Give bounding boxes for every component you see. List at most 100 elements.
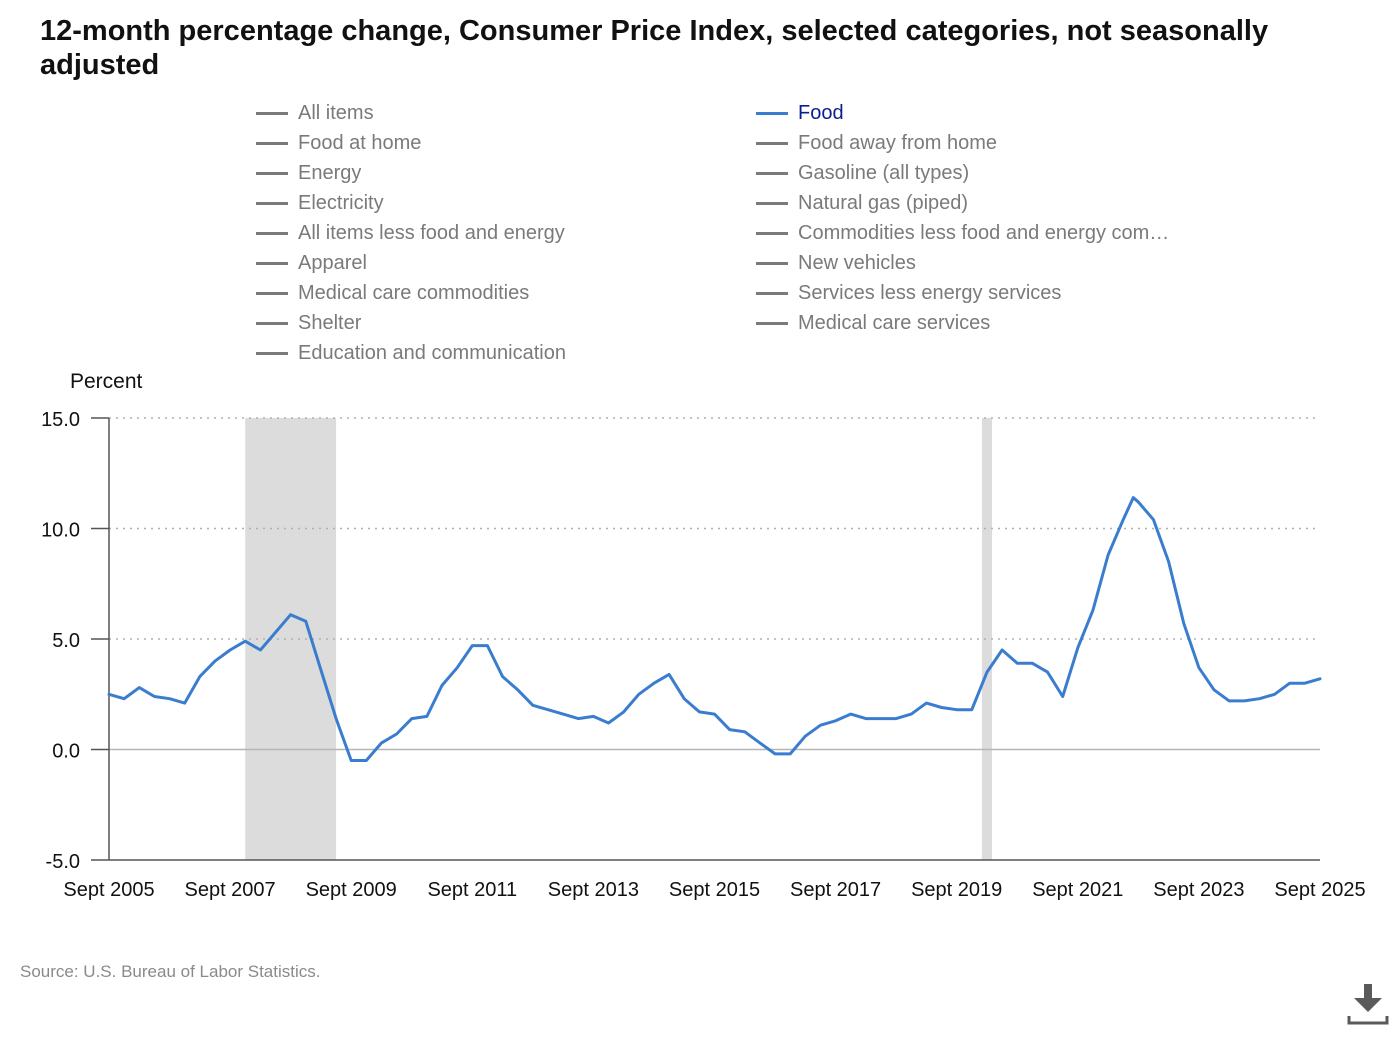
data-point bbox=[1152, 518, 1155, 521]
legend-swatch bbox=[756, 231, 788, 235]
legend-item[interactable]: All items less food and energy bbox=[256, 218, 756, 248]
chart: 15.0 10.0 5.0 0.0 -5.0 Sept 2005 Sept 2007 Sept… bbox=[41, 370, 1366, 901]
data-point bbox=[410, 717, 413, 720]
data-point bbox=[652, 682, 656, 685]
y-tick-label: -5.0 bbox=[46, 851, 80, 873]
data-point bbox=[1000, 648, 1004, 652]
x-tick-label: Sept 2015 bbox=[669, 879, 760, 901]
legend-label: Medical care services bbox=[798, 311, 991, 334]
x-tick-label: Sept 2017 bbox=[790, 879, 881, 901]
legend-item[interactable]: Food bbox=[756, 98, 1256, 128]
data-point bbox=[698, 710, 701, 714]
data-point bbox=[728, 728, 731, 731]
legend-label: All items bbox=[298, 101, 374, 124]
data-point bbox=[213, 659, 217, 663]
legend-item[interactable]: Education and communication bbox=[256, 338, 756, 368]
legend-swatch bbox=[256, 201, 288, 205]
data-point bbox=[501, 675, 504, 678]
data-point bbox=[365, 759, 368, 762]
legend-label: Apparel bbox=[298, 251, 367, 274]
chart-title: 12-month percentage change, Consumer Pri… bbox=[40, 15, 1269, 81]
x-tick-label: Sept 2019 bbox=[911, 879, 1002, 901]
data-point bbox=[1061, 695, 1064, 698]
x-tick-label: Sept 2023 bbox=[1153, 879, 1244, 901]
data-point bbox=[380, 741, 383, 745]
legend-item[interactable]: Electricity bbox=[256, 188, 756, 218]
data-point bbox=[864, 717, 868, 720]
data-point bbox=[395, 732, 398, 736]
legend-item[interactable]: Food away from home bbox=[756, 128, 1256, 158]
legend-swatch bbox=[256, 111, 288, 115]
data-point bbox=[1273, 693, 1276, 696]
data-point bbox=[925, 701, 928, 705]
legend-label: Gasoline (all types) bbox=[798, 161, 970, 184]
legend-item[interactable]: All items bbox=[256, 98, 756, 128]
legend-item[interactable]: Commodities less food and energy com… bbox=[756, 218, 1256, 248]
x-tick-label: Sept 2007 bbox=[184, 879, 275, 901]
legend-label: Natural gas (piped) bbox=[798, 191, 969, 214]
data-point bbox=[955, 708, 958, 711]
data-point bbox=[1182, 622, 1185, 625]
x-tick-label: Sept 2005 bbox=[63, 879, 154, 901]
download-button[interactable] bbox=[1346, 982, 1390, 1026]
legend-item[interactable]: Natural gas (piped) bbox=[756, 188, 1256, 218]
data-point bbox=[138, 686, 141, 689]
data-point bbox=[1091, 609, 1095, 612]
recession-band bbox=[245, 418, 337, 860]
legend-item[interactable]: Energy bbox=[256, 158, 756, 188]
legend-swatch bbox=[256, 261, 288, 265]
legend-item[interactable]: Services less energy services bbox=[756, 278, 1256, 308]
legend-swatch bbox=[756, 321, 788, 325]
data-point bbox=[259, 648, 262, 652]
data-point bbox=[289, 613, 292, 616]
legend-item[interactable]: Medical care services bbox=[756, 308, 1256, 338]
legend-item[interactable]: Shelter bbox=[256, 308, 756, 338]
series-layer bbox=[107, 496, 1322, 762]
y-tick-label: 10.0 bbox=[41, 520, 80, 542]
data-point bbox=[637, 693, 641, 696]
data-point bbox=[471, 644, 474, 647]
data-point bbox=[228, 648, 232, 652]
legend-label: Commodities less food and energy com… bbox=[798, 221, 1170, 244]
legend-swatch bbox=[756, 291, 788, 295]
legend-item[interactable]: New vehicles bbox=[756, 248, 1256, 278]
legend-item[interactable]: Apparel bbox=[256, 248, 756, 278]
x-tick-label: Sept 2011 bbox=[427, 879, 517, 901]
data-point bbox=[804, 735, 807, 738]
legend-label: Food bbox=[798, 101, 844, 124]
x-tick-label: Sept 2013 bbox=[548, 879, 639, 901]
legend-swatch bbox=[256, 231, 288, 235]
data-point bbox=[1243, 699, 1246, 703]
data-point bbox=[834, 719, 837, 722]
data-point bbox=[773, 752, 777, 756]
legend-label: Medical care commodities bbox=[298, 281, 530, 304]
legend-label: Shelter bbox=[298, 311, 362, 334]
data-point bbox=[592, 715, 595, 718]
data-point bbox=[1303, 682, 1307, 685]
data-point bbox=[1016, 662, 1019, 665]
legend-swatch bbox=[256, 321, 288, 325]
data-point bbox=[1197, 666, 1201, 669]
legend-label: Energy bbox=[298, 161, 362, 184]
data-point bbox=[577, 717, 580, 720]
legend-item[interactable]: Medical care commodities bbox=[256, 278, 756, 308]
legend-item[interactable]: Gasoline (all types) bbox=[756, 158, 1256, 188]
legend-swatch bbox=[256, 291, 288, 295]
legend-label: Services less energy services bbox=[798, 281, 1062, 304]
data-point bbox=[561, 712, 565, 716]
data-point bbox=[244, 640, 247, 643]
data-point bbox=[1318, 677, 1322, 680]
legend-swatch bbox=[756, 171, 788, 175]
legend-item[interactable]: Food at home bbox=[256, 128, 756, 158]
data-point bbox=[985, 670, 989, 674]
data-point bbox=[107, 693, 111, 696]
legend-swatch bbox=[756, 261, 788, 265]
data-point bbox=[168, 697, 171, 700]
data-point bbox=[788, 752, 792, 756]
data-point bbox=[667, 673, 671, 676]
x-tick-label: Sept 2009 bbox=[306, 879, 397, 901]
data-point bbox=[622, 710, 625, 714]
data-point bbox=[819, 723, 822, 727]
y-tick-label: 15.0 bbox=[41, 409, 80, 431]
data-point bbox=[1076, 646, 1080, 650]
